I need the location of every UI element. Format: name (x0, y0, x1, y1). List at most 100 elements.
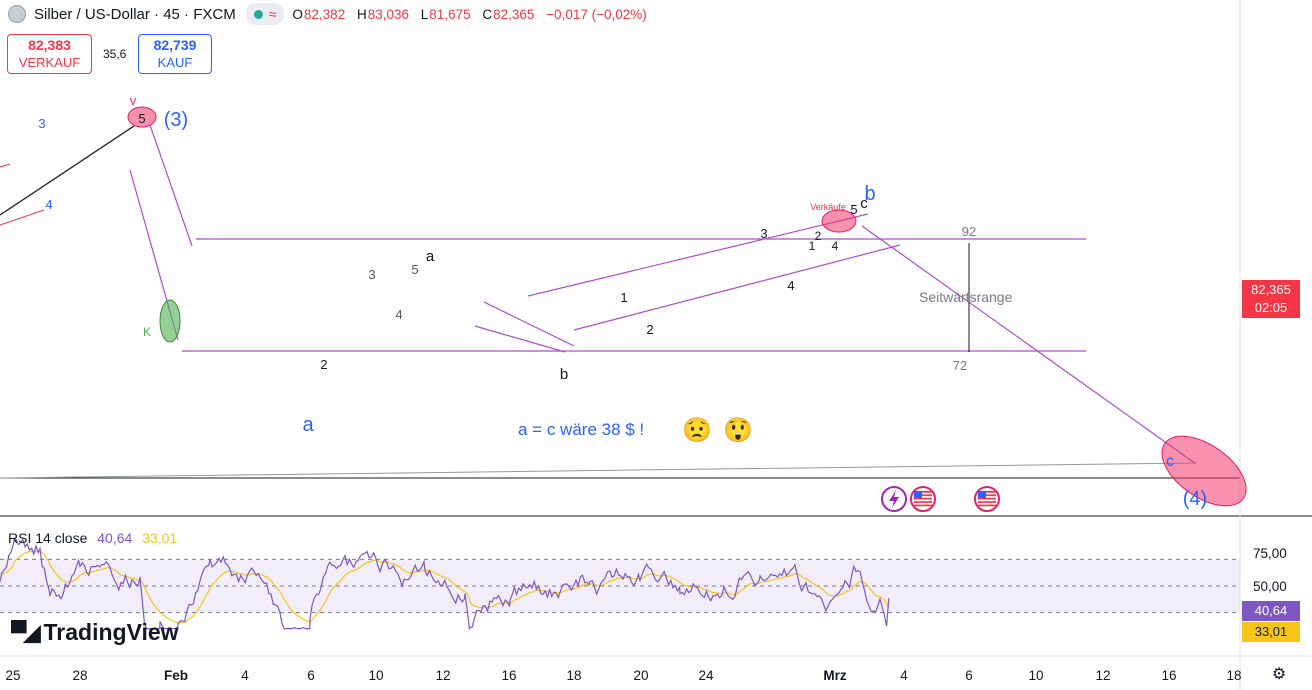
approx-icon: ≈ (268, 6, 277, 22)
flag-stripe (978, 501, 996, 503)
flag-stripe (978, 497, 996, 500)
flag-stripe (978, 491, 996, 493)
wave-label: 1 (620, 290, 627, 305)
rsi-tick-label: 50,00 (1253, 579, 1287, 594)
wave-label: 5 (850, 202, 857, 217)
wave-label: a (302, 414, 314, 436)
tradingview-logo-text: TradingView (43, 619, 179, 645)
rsi-ma-value: 33,01 (142, 530, 178, 546)
x-tick-label: 10 (1028, 668, 1043, 683)
settings-gear-icon[interactable]: ⚙ (1271, 666, 1287, 683)
channel-line (474, 325, 566, 353)
rsi-value-badge: 40,64 (1242, 601, 1300, 621)
flag-stripe (914, 501, 932, 503)
wave-label: 4 (45, 197, 52, 212)
x-tick-label: 4 (241, 668, 249, 683)
wave-label: K (143, 325, 151, 339)
wave-label: a (426, 248, 435, 265)
wave-label: c (860, 195, 868, 212)
wave-label: b (864, 183, 875, 205)
range-label: Seitwärtsrange (919, 289, 1013, 305)
wave-label: c (1166, 453, 1174, 470)
x-tick-label: Mrz (823, 668, 846, 683)
trend-line (0, 462, 1197, 479)
flag-stripe (914, 504, 932, 507)
flag-canton (978, 491, 986, 498)
channel-line (527, 213, 869, 297)
channel-line (573, 244, 901, 331)
chart-header: Silber / US-Dollar · 45 · FXCM ≈ O82,382… (0, 0, 655, 28)
x-tick-label: 18 (566, 668, 581, 683)
rsi-legend[interactable]: RSI 14 close 40,64 33,01 (8, 530, 177, 546)
wave-label: 3 (760, 226, 767, 241)
symbol-title[interactable]: Silber / US-Dollar · 45 · FXCM (34, 5, 236, 23)
wave-label: 4 (832, 239, 839, 253)
ellipse-marker (821, 209, 857, 233)
x-tick-label: 4 (900, 668, 908, 683)
buy-price: 82,739 (153, 37, 197, 53)
wave-label: 1 (809, 239, 816, 253)
flag-stripe (914, 491, 932, 493)
x-tick-label: 12 (1095, 668, 1110, 683)
wave-label: 5 (138, 111, 145, 126)
range-top-label: 92 (962, 224, 976, 239)
wave-label: 2 (320, 357, 327, 372)
rsi-ma-line (0, 550, 890, 624)
x-tick-label: 10 (368, 668, 383, 683)
x-tick-label: 20 (633, 668, 648, 683)
spread-value: 35,6 (103, 47, 127, 61)
flag-stripe (978, 504, 996, 507)
sell-button[interactable]: 82,383 VERKAUF (7, 34, 92, 74)
tradingview-logo[interactable]: ▀◢ TradingView (11, 619, 179, 646)
rsi-line (0, 538, 890, 631)
x-tick-label: 28 (72, 668, 87, 683)
rsi-ma-badge: 33,01 (1242, 622, 1300, 642)
wave-label: 3 (38, 116, 45, 131)
rsi-value: 40,64 (97, 530, 133, 546)
trend-line (0, 125, 135, 216)
trend-line (0, 163, 11, 168)
x-tick-label: Feb (164, 668, 188, 683)
x-tick-label: 6 (965, 668, 973, 683)
flag-stripe (978, 494, 996, 497)
x-tick-label: 18 (1226, 668, 1241, 683)
wave-line (149, 124, 193, 247)
wave-label: b (560, 366, 568, 383)
silver-symbol-icon (8, 5, 26, 23)
ellipse-marker (1161, 435, 1247, 507)
wave-label: 5 (411, 262, 418, 277)
rsi-label: RSI 14 close (8, 530, 88, 546)
sell-label: VERKAUF (18, 55, 81, 70)
flag-stripe (914, 497, 932, 500)
note-label: a = c wäre 38 $ ! (518, 420, 644, 439)
rsi-tick-label: 75,00 (1253, 546, 1287, 561)
x-tick-label: 24 (698, 668, 714, 683)
wave-label: 2 (815, 229, 822, 243)
market-open-dot-icon (253, 9, 263, 19)
bar-countdown: 02:05 (1254, 300, 1288, 315)
lightning-icon (889, 490, 899, 508)
wave-label: v (130, 93, 137, 108)
trend-line (0, 209, 45, 226)
market-status-pill[interactable]: ≈ (245, 3, 285, 25)
astonished-emoji: 😲 (723, 417, 753, 444)
wave-label: Verkäufe (810, 202, 846, 212)
x-tick-label: 16 (1161, 668, 1176, 683)
current-price: 82,365 (1251, 282, 1291, 297)
wave-label: 4 (787, 278, 794, 293)
x-tick-label: 25 (5, 668, 20, 683)
worried-emoji: 😟 (682, 417, 712, 444)
x-tick-label: 16 (501, 668, 516, 683)
flag-stripe (914, 494, 932, 497)
range-bottom-label: 72 (953, 358, 967, 373)
buy-button[interactable]: 82,739 KAUF (138, 34, 212, 74)
projection-line (861, 225, 1197, 465)
buy-label: KAUF (157, 55, 193, 70)
wave-label: 4 (395, 307, 402, 322)
current-price-badge: 82,365 02:05 (1242, 280, 1300, 318)
tradingview-logo-icon: ▀◢ (11, 619, 40, 645)
sell-price: 82,383 (28, 37, 71, 53)
x-tick-label: 12 (435, 668, 450, 683)
wave-label: (4) (1183, 488, 1207, 510)
